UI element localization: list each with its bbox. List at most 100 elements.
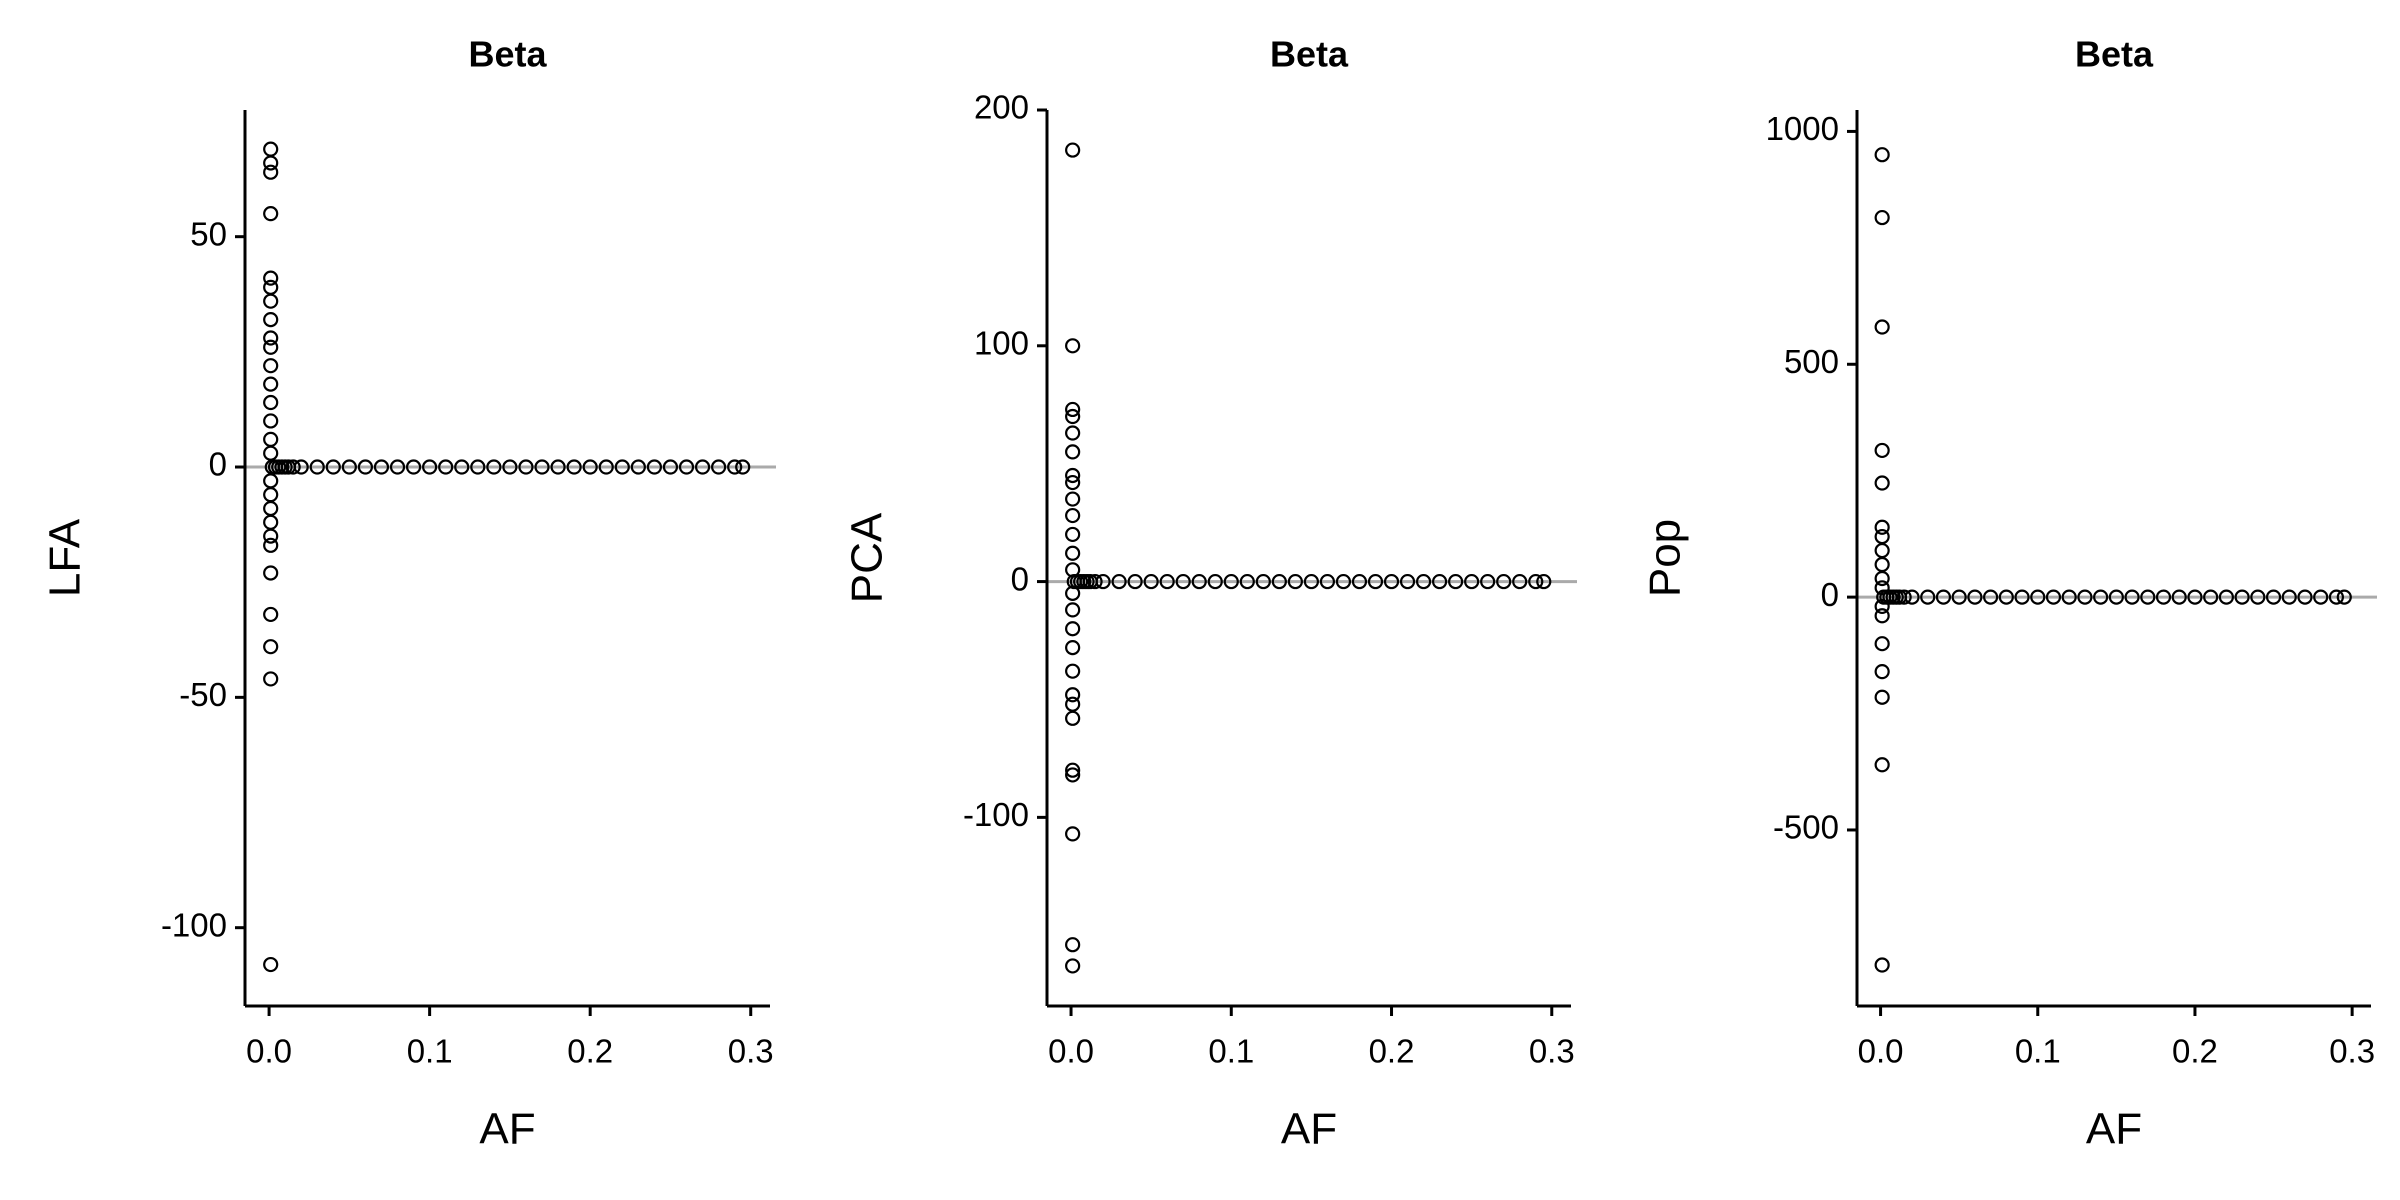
- point: [263, 279, 279, 295]
- point: [1065, 696, 1081, 712]
- point: [285, 459, 301, 475]
- x-tick-label: 0.2: [567, 1033, 613, 1070]
- point: [1874, 442, 1890, 459]
- point: [2336, 589, 2352, 605]
- point: [325, 459, 341, 475]
- point: [263, 339, 279, 355]
- point: [1303, 573, 1320, 590]
- y-tick-label: 100: [974, 325, 1029, 362]
- point: [293, 459, 309, 475]
- point: [1111, 573, 1127, 590]
- point: [1874, 556, 1890, 573]
- point: [1874, 542, 1890, 559]
- y-axis-label: Pop: [1641, 519, 1690, 597]
- panel-title: Beta: [468, 34, 547, 75]
- point: [1998, 589, 2014, 605]
- point: [1065, 663, 1081, 679]
- point: [1065, 467, 1081, 484]
- x-axis-label: AF: [479, 1105, 535, 1154]
- point: [263, 639, 279, 655]
- y-tick-label: -50: [179, 676, 227, 713]
- point: [1874, 475, 1890, 491]
- point: [2265, 589, 2282, 605]
- point: [2203, 589, 2219, 605]
- x-tick-label: 0.0: [246, 1033, 292, 1070]
- point: [1920, 589, 1936, 605]
- point: [2124, 589, 2140, 605]
- point: [263, 956, 279, 973]
- point: [263, 141, 279, 157]
- point: [2218, 589, 2234, 605]
- point: [2313, 589, 2329, 605]
- point: [1065, 474, 1081, 491]
- point: [438, 459, 454, 475]
- point: [341, 459, 357, 475]
- x-tick-label: 0.3: [1529, 1033, 1575, 1070]
- point: [263, 164, 279, 180]
- point: [1874, 608, 1890, 624]
- point: [1983, 589, 1999, 605]
- point: [2155, 589, 2172, 605]
- point: [1223, 573, 1239, 590]
- point: [1065, 142, 1081, 158]
- point: [1399, 573, 1416, 590]
- point: [1159, 573, 1175, 590]
- point: [646, 459, 663, 475]
- point: [1383, 573, 1400, 590]
- point: [309, 459, 325, 475]
- y-tick-label: 0: [1011, 560, 1029, 597]
- point: [263, 206, 279, 222]
- point: [1287, 573, 1303, 590]
- point: [263, 312, 279, 328]
- point: [2250, 589, 2266, 605]
- point: [405, 459, 422, 475]
- point: [1065, 687, 1081, 703]
- point: [263, 394, 279, 411]
- point: [502, 459, 518, 475]
- point: [1874, 528, 1890, 545]
- point: [1127, 573, 1143, 590]
- point: [1065, 639, 1081, 656]
- point: [1087, 573, 1103, 590]
- point: [735, 459, 751, 475]
- y-tick-label: -100: [161, 906, 227, 943]
- point: [1874, 147, 1890, 163]
- point: [1319, 573, 1336, 590]
- point: [263, 413, 279, 429]
- point: [2077, 589, 2093, 605]
- point: [2014, 589, 2030, 605]
- point: [1874, 664, 1890, 680]
- point: [678, 459, 695, 475]
- point: [1095, 573, 1111, 590]
- point: [1874, 957, 1890, 973]
- point: [711, 459, 727, 475]
- point: [2140, 589, 2156, 605]
- point: [1935, 589, 1952, 605]
- point: [1367, 573, 1384, 590]
- point: [1207, 573, 1223, 590]
- point: [1536, 573, 1552, 590]
- point: [1874, 570, 1890, 587]
- point: [1065, 937, 1081, 953]
- point: [1874, 519, 1890, 535]
- y-axis-label: LFA: [41, 518, 90, 597]
- point: [263, 528, 279, 544]
- point: [1351, 573, 1368, 590]
- point: [2234, 589, 2250, 605]
- point: [2045, 589, 2062, 605]
- point: [263, 270, 279, 286]
- point: [470, 459, 486, 475]
- y-tick-label: 200: [974, 89, 1029, 126]
- x-tick-label: 0.0: [1858, 1033, 1904, 1070]
- y-tick-label: -100: [963, 796, 1029, 833]
- point: [263, 473, 279, 489]
- point: [1065, 408, 1081, 425]
- point: [1143, 573, 1159, 590]
- x-tick-label: 0.1: [2015, 1033, 2061, 1070]
- point: [630, 459, 646, 475]
- point: [454, 459, 470, 475]
- point: [263, 155, 279, 171]
- point: [2171, 589, 2187, 605]
- point: [263, 376, 279, 392]
- point: [2297, 589, 2313, 605]
